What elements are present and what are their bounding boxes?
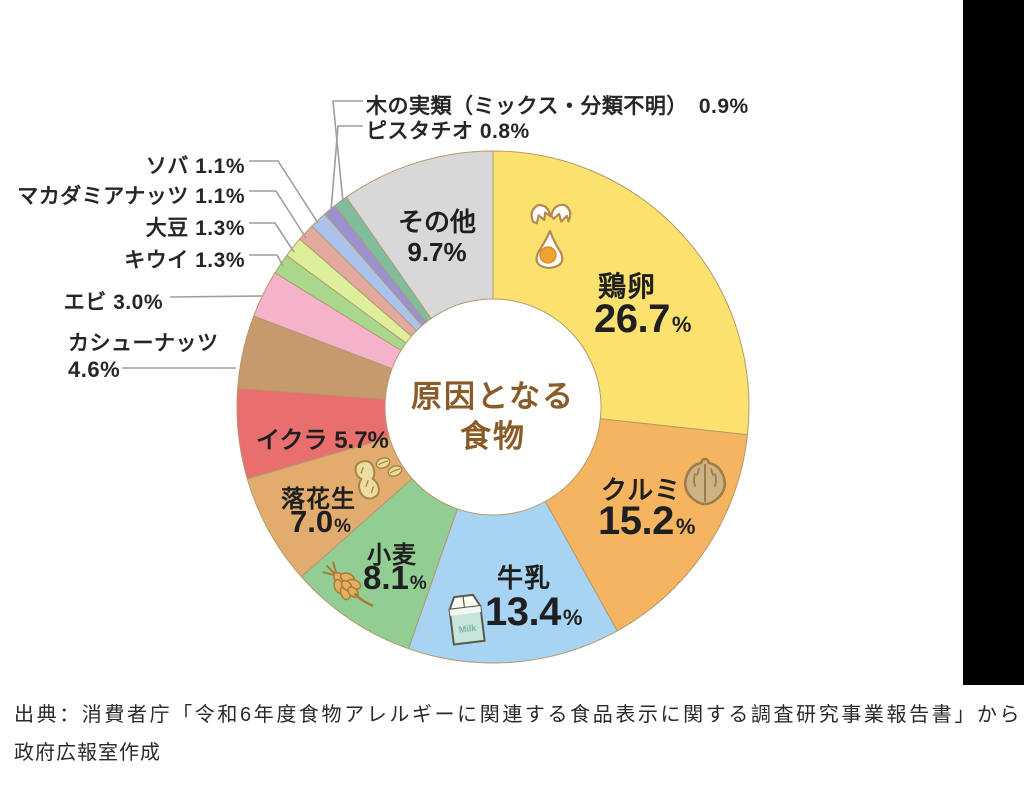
slice-label-ikura: イクラ 5.7% — [256, 427, 389, 454]
milk-icon-label: Milk — [458, 623, 478, 635]
keiran-percent-unit: % — [671, 312, 692, 337]
slice-label-sonota: その他 9.7% — [377, 207, 497, 267]
slice-label-kurumi-percent: 15.2% — [598, 501, 695, 541]
keiran-percent-value: 26.7 — [594, 297, 670, 341]
daizu-leader-line — [249, 222, 295, 253]
callout-pistachio: ピスタチオ 0.8% — [366, 120, 530, 143]
walnut-icon — [684, 457, 726, 506]
callout-kinomi: 木の実類（ミックス・分類不明） 0.9% — [366, 95, 749, 118]
gyunyu-percent-unit: % — [562, 605, 583, 630]
komugi-percent-value: 8.1 — [363, 559, 409, 596]
slice-label-keiran-percent: 26.7% — [594, 299, 691, 339]
kinomi-leader-line — [332, 100, 363, 203]
chart-center-title: 原因となる 食物 — [380, 377, 606, 457]
leader-lines — [122, 100, 363, 369]
slice-label-rakkasei-percent: 7.0% — [290, 506, 351, 537]
macadamia-leader-line — [249, 190, 307, 239]
callout-ebi: エビ 3.0% — [63, 291, 163, 314]
center-title-line2: 食物 — [460, 419, 526, 454]
slice-label-komugi-name: 小麦 — [367, 542, 417, 569]
kurumi-percent-value: 15.2 — [598, 499, 674, 543]
gyunyu-percent-value: 13.4 — [485, 590, 561, 634]
milk-carton-icon: Milk — [448, 593, 486, 646]
callout-cashew: カシューナッツ 4.6% — [68, 331, 219, 383]
callout-soba: ソバ 1.1% — [145, 155, 245, 178]
slice-label-rakkasei-name: 落花生 — [281, 486, 356, 513]
right-black-bar — [963, 0, 1024, 685]
kiwi-leader-line — [249, 254, 284, 267]
source-note-line1: 出典：消費者庁「令和6年度食物アレルギーに関連する食品表示に関する調査研究事業報… — [14, 704, 1023, 726]
komugi-percent-unit: % — [409, 573, 427, 594]
pistachio-leader-line — [330, 125, 363, 212]
callout-kiwi: キウイ 1.3% — [124, 249, 245, 272]
sonota-percent: 9.7% — [407, 237, 467, 267]
rakkasei-percent-unit: % — [334, 516, 352, 537]
slice-label-gyunyu-name: 牛乳 — [497, 563, 552, 593]
peanut-icon — [354, 457, 403, 500]
kurumi-percent-unit: % — [675, 514, 696, 539]
cracked-egg-icon — [530, 203, 572, 270]
slice-label-kurumi-name: クルミ — [601, 475, 682, 505]
source-note-line2: 政府広報室作成 — [14, 742, 161, 764]
pie-slice-0 — [492, 150, 750, 436]
cashew-percent: 4.6% — [68, 357, 121, 382]
slice-label-keiran-name: 鶏卵 — [598, 271, 657, 302]
wheat-icon — [322, 561, 374, 607]
pie-slice-14 — [345, 150, 494, 319]
soba-leader-line — [249, 160, 319, 224]
callout-daizu: 大豆 1.3% — [145, 217, 245, 240]
center-title-line1: 原因となる — [410, 379, 576, 414]
slice-label-komugi-percent: 8.1% — [363, 561, 427, 594]
callout-macadamia: マカダミアナッツ 1.1% — [17, 185, 245, 208]
ebi-leader-line — [169, 295, 263, 298]
cashew-name: カシューナッツ — [68, 332, 219, 355]
rakkasei-percent-value: 7.0 — [290, 504, 334, 539]
slice-label-gyunyu-percent: 13.4% — [485, 592, 582, 632]
sonota-name: その他 — [397, 207, 476, 237]
